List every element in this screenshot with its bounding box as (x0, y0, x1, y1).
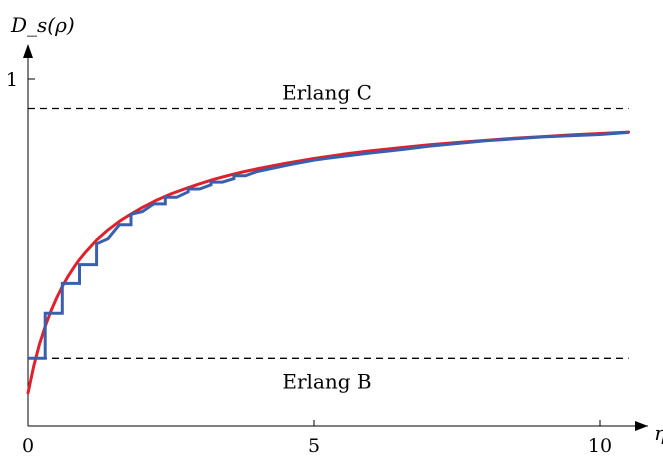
x-tick-label-0: 0 (22, 435, 34, 457)
y-axis-title: D_s(ρ) (10, 13, 75, 37)
erlang-b-label: Erlang B (282, 369, 371, 393)
series-smooth-curve (26, 130, 631, 395)
x-axis-arrow (635, 421, 648, 431)
x-tick-label-5: 5 (308, 435, 320, 457)
series-step-curve (28, 130, 629, 360)
x-tick-label-10: 10 (588, 435, 612, 457)
erlang-c-label: Erlang C (282, 80, 372, 104)
y-tick-label-1: 1 (6, 69, 18, 91)
y-axis-arrow (23, 44, 33, 58)
x-axis-title: η (654, 421, 663, 445)
